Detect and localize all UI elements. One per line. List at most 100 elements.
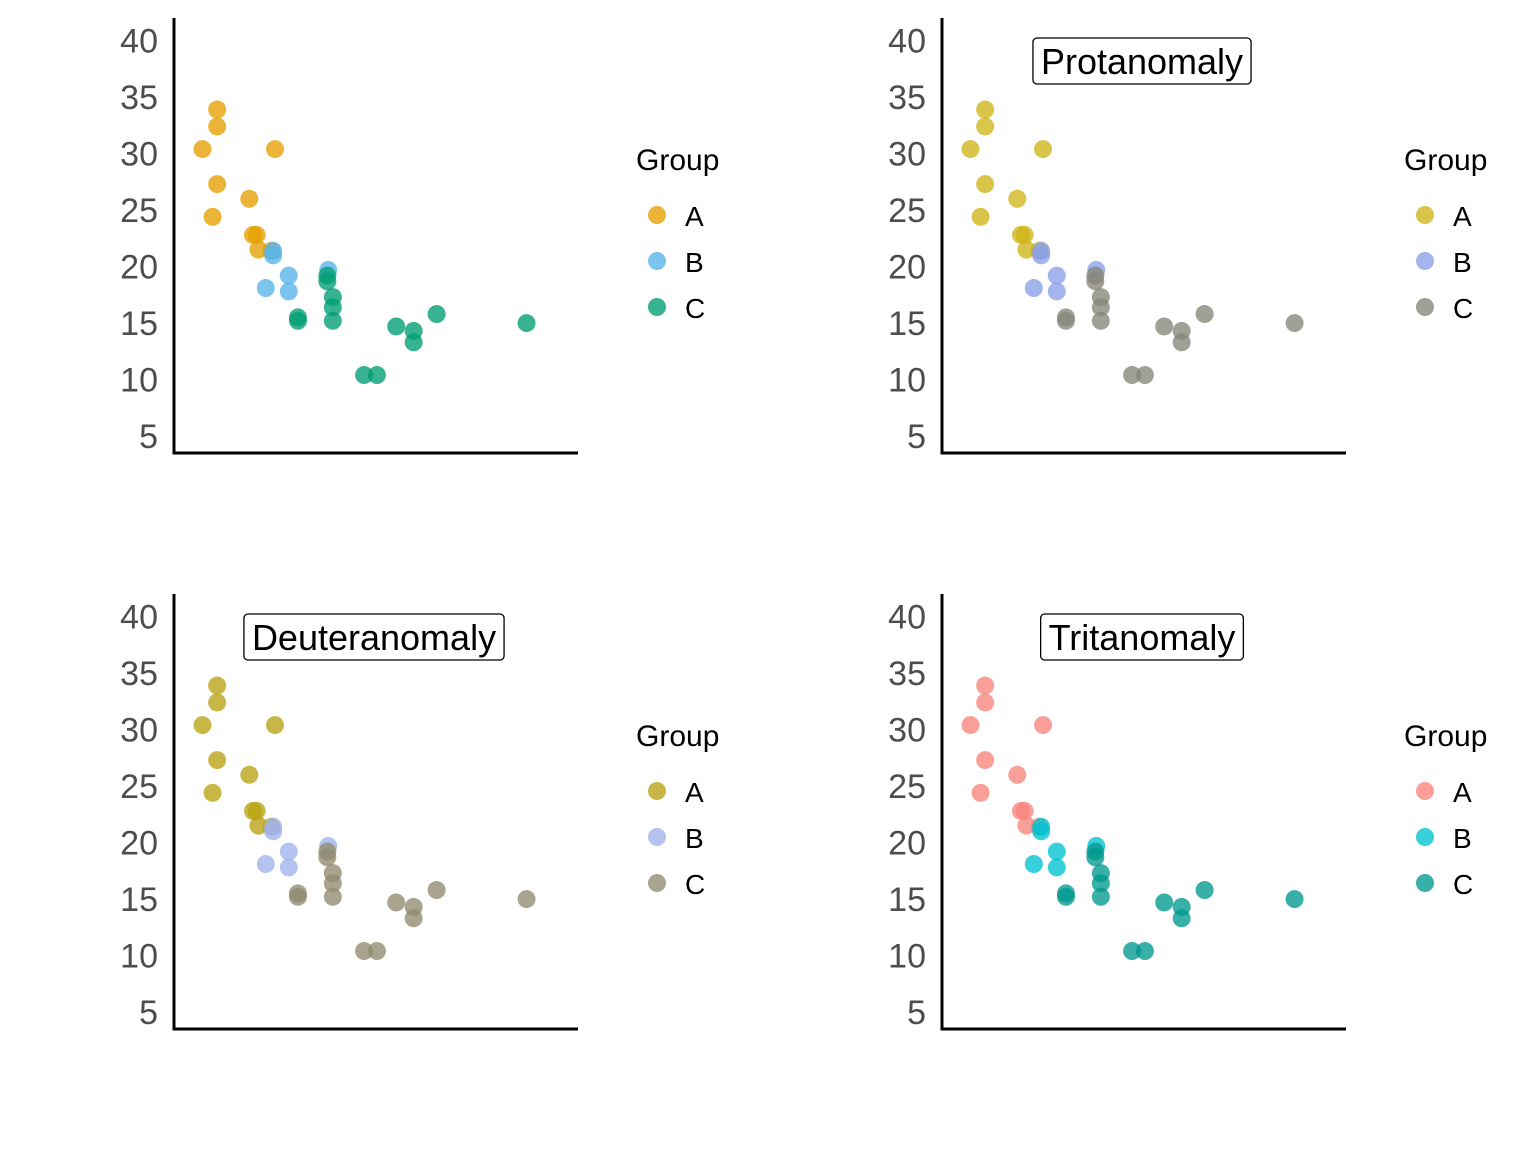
legend-key-C — [1416, 298, 1434, 316]
data-point-C — [1285, 314, 1304, 333]
data-point-B — [1047, 858, 1066, 877]
legend: Group ABC — [1404, 144, 1487, 324]
legend-label-A: A — [685, 201, 704, 232]
y-tick-label: 25 — [120, 192, 158, 230]
data-point-A — [240, 189, 259, 208]
y-tick-label: 35 — [888, 655, 926, 693]
data-point-A — [1008, 189, 1027, 208]
y-tick-label: 40 — [120, 23, 158, 61]
data-point-C — [404, 909, 423, 928]
legend-title: Group — [636, 720, 719, 753]
panel-title-box: Deuteranomaly — [243, 613, 505, 661]
legend-label-B: B — [1453, 823, 1472, 854]
legend-label-C: C — [1453, 869, 1473, 900]
points-layer — [193, 676, 536, 961]
data-point-B — [264, 817, 283, 836]
legend-label-B: B — [1453, 247, 1472, 278]
data-point-C — [387, 317, 406, 336]
y-tick-label: 10 — [888, 362, 926, 400]
y-tick-label: 30 — [120, 136, 158, 174]
data-point-C — [1091, 298, 1110, 317]
data-point-C — [367, 942, 386, 961]
data-point-A — [976, 693, 995, 712]
data-point-C — [1056, 887, 1075, 906]
data-point-B — [256, 279, 275, 298]
data-point-A — [193, 140, 212, 159]
data-point-C — [323, 298, 342, 317]
y-tick-label: 40 — [888, 23, 926, 61]
panel-title-frame — [243, 613, 505, 661]
data-point-C — [517, 314, 536, 333]
points-layer — [961, 100, 1304, 385]
data-point-B — [279, 266, 298, 285]
data-point-A — [249, 240, 268, 259]
y-tick-label: 35 — [120, 79, 158, 117]
y-tick-label: 35 — [120, 655, 158, 693]
data-point-C — [404, 333, 423, 352]
data-point-C — [387, 893, 406, 912]
data-point-A — [1015, 801, 1034, 820]
legend-title: Group — [1404, 720, 1487, 753]
data-point-C — [1172, 333, 1191, 352]
legend: Group ABC — [636, 144, 719, 324]
panel-title-frame — [1039, 613, 1245, 661]
y-tick-label: 15 — [120, 881, 158, 919]
data-point-A — [1015, 225, 1034, 244]
data-point-C — [1123, 366, 1142, 385]
legend: Group ABC — [1404, 720, 1487, 900]
y-tick-label: 15 — [888, 305, 926, 343]
data-point-C — [1123, 942, 1142, 961]
data-point-A — [240, 765, 259, 784]
data-point-A — [208, 751, 227, 770]
y-tick-label: 40 — [120, 599, 158, 637]
panel-title: Tritanomaly — [1049, 617, 1236, 658]
y-tick-label: 5 — [907, 994, 926, 1032]
data-point-A — [976, 117, 995, 136]
data-point-B — [1047, 266, 1066, 285]
data-point-C — [1285, 890, 1304, 909]
panel-0: 5 10 15 20 25 30 35 40 Group ABC — [120, 18, 719, 456]
data-point-C — [1091, 887, 1110, 906]
legend-label-A: A — [1453, 777, 1472, 808]
legend-key-A — [648, 206, 666, 224]
data-point-A — [1008, 765, 1027, 784]
data-point-A — [208, 100, 227, 119]
data-point-A — [203, 207, 222, 226]
data-point-C — [1195, 305, 1214, 324]
legend-label-B: B — [685, 823, 704, 854]
data-point-C — [1172, 909, 1191, 928]
legend-label-C: C — [685, 869, 705, 900]
data-point-A — [976, 100, 995, 119]
y-tick-label: 10 — [120, 938, 158, 976]
data-point-A — [266, 140, 284, 159]
data-point-C — [323, 874, 342, 893]
y-tick-label: 25 — [888, 192, 926, 230]
legend-key-B — [1416, 828, 1434, 846]
data-point-C — [1135, 366, 1154, 385]
points-layer — [961, 676, 1304, 961]
y-tick-label: 5 — [907, 418, 926, 456]
data-point-A — [961, 140, 980, 159]
panel-title-box: Tritanomaly — [1039, 613, 1245, 661]
data-point-B — [1047, 282, 1066, 301]
data-point-A — [976, 175, 995, 194]
data-point-C — [1091, 311, 1110, 330]
data-point-C — [355, 366, 374, 385]
data-point-B — [1024, 279, 1043, 298]
data-point-A — [1034, 140, 1052, 159]
legend-label-B: B — [685, 247, 704, 278]
data-point-A — [976, 751, 995, 770]
data-point-A — [247, 801, 266, 820]
data-point-C — [1086, 266, 1105, 285]
data-point-A — [266, 716, 284, 735]
data-point-C — [1135, 942, 1154, 961]
panel-title: Deuteranomaly — [252, 617, 496, 658]
points-layer — [193, 100, 536, 385]
legend-key-C — [1416, 874, 1434, 892]
y-tick-label: 20 — [888, 249, 926, 287]
data-point-C — [318, 842, 337, 861]
panel-3: 5 10 15 20 25 30 35 40 Tritanomaly Group ABC — [888, 594, 1487, 1032]
data-point-A — [976, 676, 995, 695]
panel-title: Protanomaly — [1041, 41, 1243, 82]
